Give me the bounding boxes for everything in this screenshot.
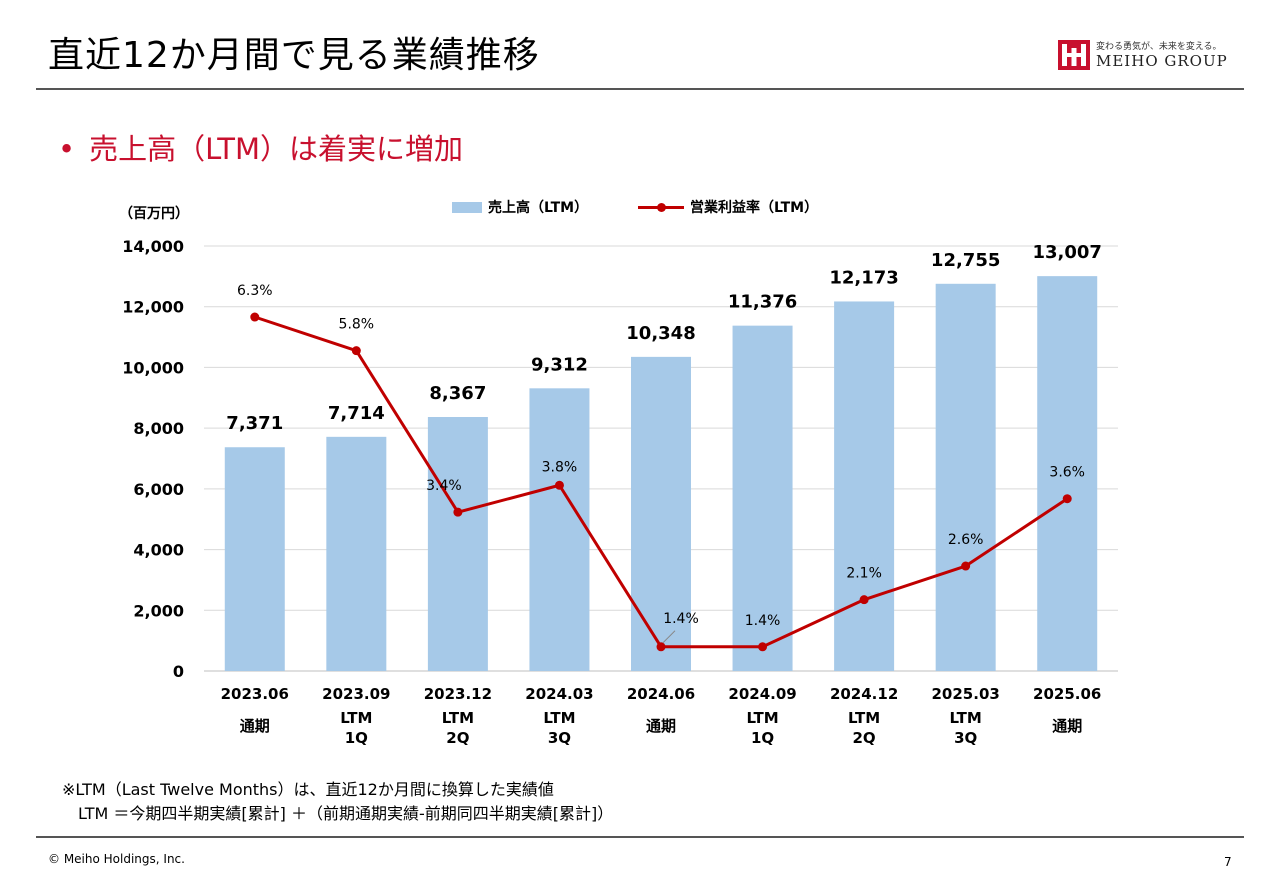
bar-value-label: 12,173 xyxy=(829,267,898,288)
footnote-line-1: ※LTM（Last Twelve Months）は、直近12か月間に換算した実績… xyxy=(62,780,554,799)
margin-value-label: 3.4% xyxy=(426,478,462,494)
bar xyxy=(834,301,895,671)
margin-value-label: 3.8% xyxy=(542,459,578,475)
x-period-label: LTM xyxy=(950,709,982,727)
y-tick-label: 2,000 xyxy=(133,601,184,620)
x-period-label: 通期 xyxy=(646,717,676,735)
x-period-label: LTM xyxy=(543,709,575,727)
meiho-logo: 変わる勇気が、未来を変える。 MEIHO GROUP xyxy=(1058,38,1248,74)
legend-swatch-margin xyxy=(638,200,684,214)
x-period-label: LTM xyxy=(746,709,778,727)
x-tick-label: 2024.09 xyxy=(728,685,796,703)
margin-point xyxy=(250,312,260,322)
bar-value-label: 10,348 xyxy=(626,323,695,344)
x-period-label: 通期 xyxy=(240,717,270,735)
bar-value-label: 12,755 xyxy=(931,250,1000,271)
bar-value-label: 13,007 xyxy=(1032,242,1101,263)
bar-value-label: 8,367 xyxy=(429,383,486,404)
margin-point xyxy=(859,595,869,605)
slide-title: 直近12か月間で見る業績推移 xyxy=(48,35,540,76)
legend-label-margin: 営業利益率（LTM） xyxy=(690,200,819,216)
margin-point xyxy=(758,642,768,652)
bar xyxy=(935,283,996,671)
margin-value-label: 6.3% xyxy=(237,283,273,299)
page-number: 7 xyxy=(1224,855,1232,869)
bar xyxy=(631,356,691,671)
margin-value-label: 5.8% xyxy=(339,317,375,333)
meiho-logo-icon xyxy=(1058,40,1090,70)
margin-value-label: 2.6% xyxy=(948,532,984,548)
subtitle-text: 売上高（LTM）は着実に増加 xyxy=(89,132,464,166)
x-tick-label: 2023.09 xyxy=(322,685,390,703)
bar-value-label: 11,376 xyxy=(728,292,797,313)
margin-point xyxy=(1062,494,1072,504)
margin-point xyxy=(453,507,463,517)
copyright: © Meiho Holdings, Inc. xyxy=(48,852,185,866)
bar-value-label: 7,371 xyxy=(226,413,283,434)
footnote: ※LTM（Last Twelve Months）は、直近12か月間に換算した実績… xyxy=(62,778,613,826)
legend-item-sales: 売上高（LTM） xyxy=(452,197,588,217)
label-leader-line xyxy=(662,630,676,644)
x-period-label: 3Q xyxy=(548,729,571,747)
y-tick-label: 8,000 xyxy=(133,419,184,438)
margin-value-label: 1.4% xyxy=(663,611,699,627)
x-period-label: LTM xyxy=(848,709,880,727)
bar xyxy=(326,436,387,671)
x-period-label: LTM xyxy=(442,709,474,727)
x-period-label: 2Q xyxy=(853,729,876,747)
x-period-label: 2Q xyxy=(446,729,469,747)
margin-point xyxy=(961,561,971,571)
x-tick-label: 2023.06 xyxy=(221,685,289,703)
x-tick-label: 2025.06 xyxy=(1033,685,1101,703)
y-tick-label: 10,000 xyxy=(122,358,184,377)
margin-point xyxy=(554,480,564,490)
x-period-label: LTM xyxy=(340,709,372,727)
bar xyxy=(1037,276,1098,671)
y-tick-label: 14,000 xyxy=(122,237,184,256)
margin-point xyxy=(351,346,361,356)
logo-tagline: 変わる勇気が、未来を変える。 xyxy=(1096,42,1222,52)
x-period-label: 3Q xyxy=(954,729,977,747)
x-tick-label: 2024.06 xyxy=(627,685,695,703)
header-divider xyxy=(36,88,1244,90)
bar-value-label: 7,714 xyxy=(328,403,385,424)
margin-point xyxy=(656,642,666,652)
x-tick-label: 2024.12 xyxy=(830,685,898,703)
legend-swatch-sales xyxy=(452,201,482,213)
x-tick-label: 2024.03 xyxy=(525,685,593,703)
bar xyxy=(732,325,793,671)
y-tick-label: 4,000 xyxy=(133,541,184,560)
bar xyxy=(427,417,488,671)
y-tick-label: 6,000 xyxy=(133,480,184,499)
margin-value-label: 1.4% xyxy=(745,613,781,629)
x-period-label: 1Q xyxy=(751,729,774,747)
bar xyxy=(224,447,285,671)
legend-item-margin: 営業利益率（LTM） xyxy=(638,197,818,217)
slide-subtitle: • 売上高（LTM）は着実に増加 xyxy=(58,126,463,168)
legend-label-sales: 売上高（LTM） xyxy=(488,200,589,216)
x-period-label: 1Q xyxy=(345,729,368,747)
footnote-line-2: LTM ＝今期四半期実績[累計] ＋（前期通期実績-前期同四半期実績[累計]） xyxy=(78,804,614,823)
bar xyxy=(529,388,590,671)
subtitle-bullet: • xyxy=(58,132,76,166)
logo-name: MEIHO GROUP xyxy=(1096,52,1228,70)
footer-divider xyxy=(36,836,1244,838)
margin-value-label: 3.6% xyxy=(1049,465,1085,481)
bar-value-label: 9,312 xyxy=(531,354,588,375)
x-tick-label: 2023.12 xyxy=(424,685,492,703)
x-period-label: 通期 xyxy=(1052,717,1082,735)
y-tick-label: 12,000 xyxy=(122,298,184,317)
margin-value-label: 2.1% xyxy=(846,566,882,582)
x-tick-label: 2025.03 xyxy=(932,685,1000,703)
y-axis-unit-label: （百万円） xyxy=(119,206,189,222)
y-tick-label: 0 xyxy=(173,662,184,681)
